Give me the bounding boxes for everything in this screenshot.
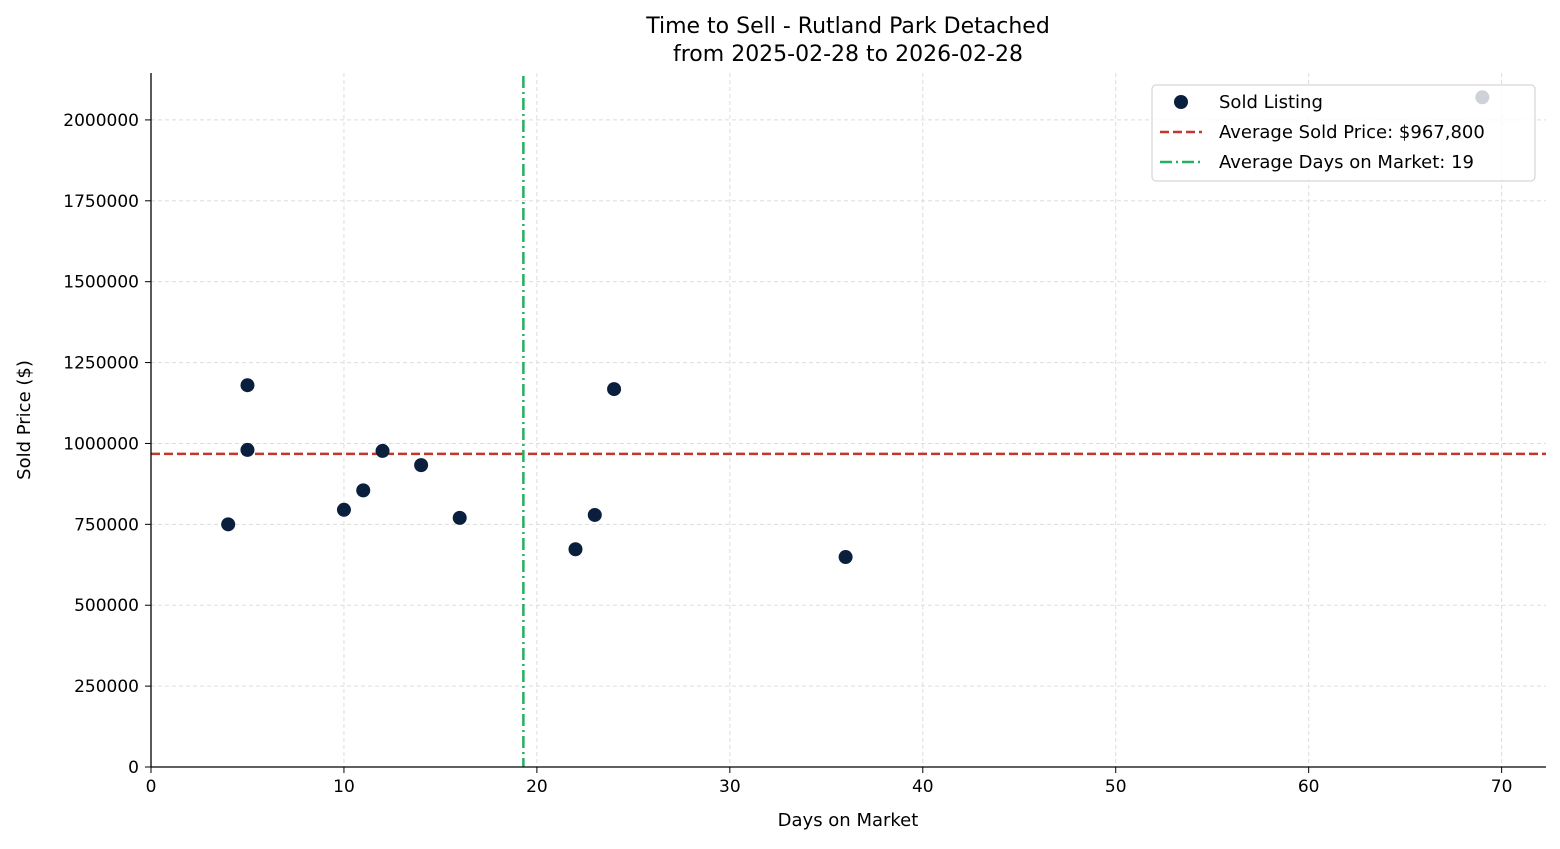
y-tick-label: 500000 — [74, 596, 139, 616]
y-tick-label: 1750000 — [63, 192, 139, 212]
data-points — [221, 90, 1490, 565]
y-tick-label: 0 — [128, 758, 139, 778]
data-point — [587, 507, 602, 522]
legend-frame — [1151, 84, 1536, 182]
data-point — [356, 483, 371, 498]
data-point — [568, 542, 583, 557]
data-point — [414, 458, 429, 473]
x-tick-label: 10 — [333, 777, 355, 797]
legend-label-sold-listing: Sold Listing — [1219, 92, 1323, 113]
data-point — [607, 382, 622, 397]
chart-subtitle: from 2025-02-28 to 2026-02-28 — [673, 42, 1023, 67]
data-point — [336, 502, 351, 517]
x-tick-label: 30 — [719, 777, 741, 797]
data-point — [240, 442, 255, 457]
data-point — [240, 378, 255, 393]
x-axis-label: Days on Market — [778, 810, 919, 831]
legend: Sold Listing Average Sold Price: $967,80… — [1151, 84, 1536, 182]
data-point — [452, 510, 467, 525]
y-tick-label: 250000 — [74, 677, 139, 697]
data-point — [375, 443, 390, 458]
x-tick-label: 20 — [526, 777, 548, 797]
y-tick-label: 750000 — [74, 515, 139, 535]
x-tick-label: 0 — [146, 777, 157, 797]
y-tick-label: 1500000 — [63, 273, 139, 293]
y-tick-label: 2000000 — [63, 111, 139, 131]
reference-lines — [151, 76, 1546, 767]
legend-marker-sold-listing — [1174, 95, 1188, 109]
x-tick-label: 50 — [1105, 777, 1127, 797]
x-tick-label: 60 — [1298, 777, 1320, 797]
axes: 0 10 20 30 40 50 60 70 0 250000 500000 750000 100000… — [63, 73, 1546, 797]
data-point — [221, 517, 236, 532]
legend-label-avg-price: Average Sold Price: $967,800 — [1219, 122, 1485, 143]
x-tick-label: 40 — [912, 777, 934, 797]
legend-label-avg-days: Average Days on Market: 19 — [1219, 152, 1474, 173]
chart-title: Time to Sell - Rutland Park Detached — [645, 14, 1050, 39]
x-tick-label: 70 — [1491, 777, 1513, 797]
data-point — [838, 550, 853, 565]
y-tick-label: 1000000 — [63, 434, 139, 454]
y-axis-label: Sold Price ($) — [14, 360, 35, 480]
y-tick-label: 1250000 — [63, 354, 139, 374]
